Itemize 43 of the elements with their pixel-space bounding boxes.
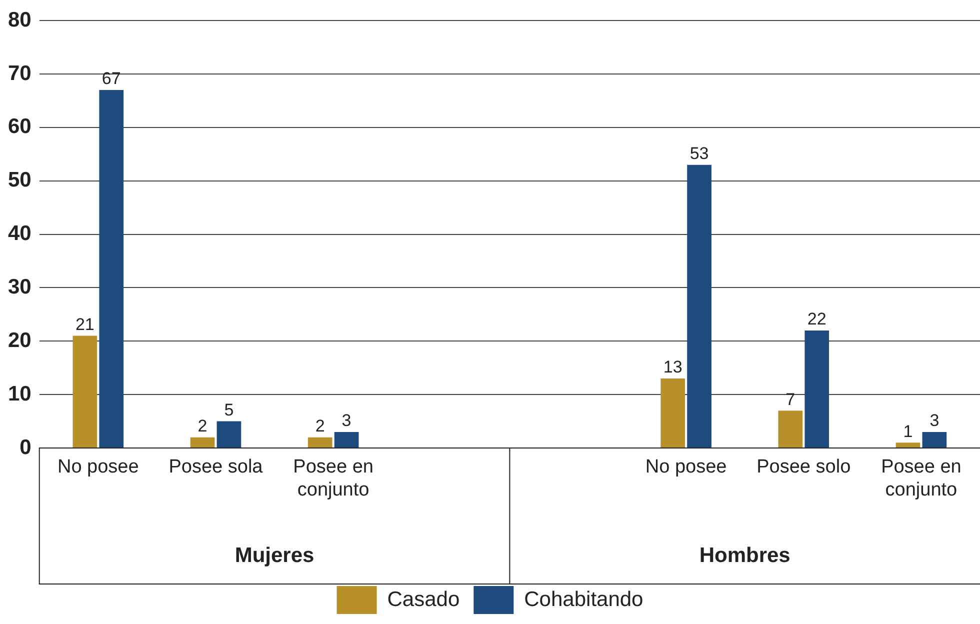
bar	[216, 421, 242, 448]
data-label: 5	[224, 400, 234, 420]
bar	[804, 330, 830, 448]
x-tick-label: No posee	[645, 456, 727, 478]
data-label: 7	[786, 390, 796, 409]
y-tick-label: 10	[8, 382, 32, 406]
y-tick-label: 20	[8, 328, 32, 352]
bar	[99, 90, 124, 448]
bar	[334, 432, 359, 448]
y-tick-label: 60	[8, 115, 32, 138]
y-tick-label: 30	[8, 276, 32, 299]
text: Mujeres	[234, 544, 314, 567]
y-tick-label: 50	[8, 168, 32, 192]
y-tick-label: 40	[8, 222, 32, 246]
x-tick-label: Posee en conjunto	[881, 456, 962, 500]
bar	[922, 432, 947, 448]
bar	[72, 336, 98, 448]
bar	[308, 437, 332, 448]
text: Hombres	[699, 544, 790, 567]
x-tick-label: Posee solo	[756, 456, 851, 478]
y-tick-label: 80	[8, 8, 32, 32]
data-label: 2	[315, 416, 325, 436]
data-label: 22	[807, 310, 826, 329]
y-tick-label: 0	[20, 436, 32, 459]
data-label: 21	[75, 314, 94, 334]
data-label: 3	[930, 411, 940, 430]
data-label: 1	[903, 422, 913, 441]
legend-label: Casado	[387, 588, 460, 611]
bar	[778, 410, 803, 448]
data-label: 13	[663, 358, 682, 377]
bar	[687, 164, 712, 448]
bar	[896, 442, 920, 448]
x-tick-label: Posee en conjunto	[293, 456, 374, 500]
y-tick-label: 70	[8, 62, 32, 85]
data-label: 2	[198, 416, 208, 436]
bar	[660, 378, 685, 448]
data-label: 3	[342, 411, 352, 430]
x-tick-label: No posee	[57, 456, 139, 478]
legend-label: Cohabitando	[524, 588, 644, 611]
data-label: 53	[690, 144, 709, 164]
bar	[190, 437, 215, 448]
x-tick-label: Posee sola	[168, 456, 264, 478]
data-label: 67	[102, 69, 121, 88]
